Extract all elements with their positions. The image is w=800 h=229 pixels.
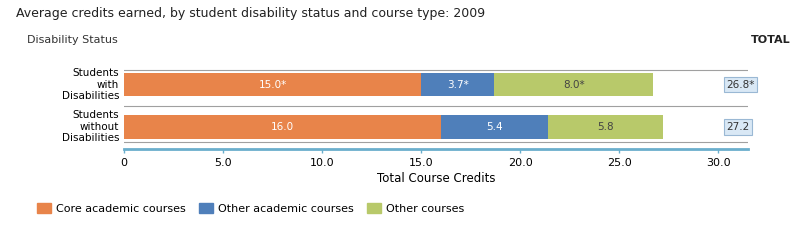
- Legend: Core academic courses, Other academic courses, Other courses: Core academic courses, Other academic co…: [33, 199, 469, 218]
- Bar: [548, 115, 663, 139]
- Text: 3.7*: 3.7*: [447, 80, 469, 90]
- Text: 5.4: 5.4: [486, 122, 502, 132]
- Text: Average credits earned, by student disability status and course type: 2009: Average credits earned, by student disab…: [16, 7, 485, 20]
- Text: 15.0*: 15.0*: [258, 80, 286, 90]
- Bar: [124, 115, 441, 139]
- Text: 26.8*: 26.8*: [726, 80, 754, 90]
- Bar: [441, 115, 548, 139]
- X-axis label: Total Course Credits: Total Course Credits: [377, 172, 495, 185]
- Bar: [421, 73, 494, 96]
- Text: TOTAL: TOTAL: [751, 35, 790, 45]
- Text: Disability Status: Disability Status: [27, 35, 118, 45]
- Text: 5.8: 5.8: [597, 122, 614, 132]
- Text: 16.0: 16.0: [271, 122, 294, 132]
- Text: 27.2: 27.2: [726, 122, 750, 132]
- Text: 8.0*: 8.0*: [563, 80, 585, 90]
- Bar: [124, 73, 421, 96]
- Bar: [494, 73, 653, 96]
